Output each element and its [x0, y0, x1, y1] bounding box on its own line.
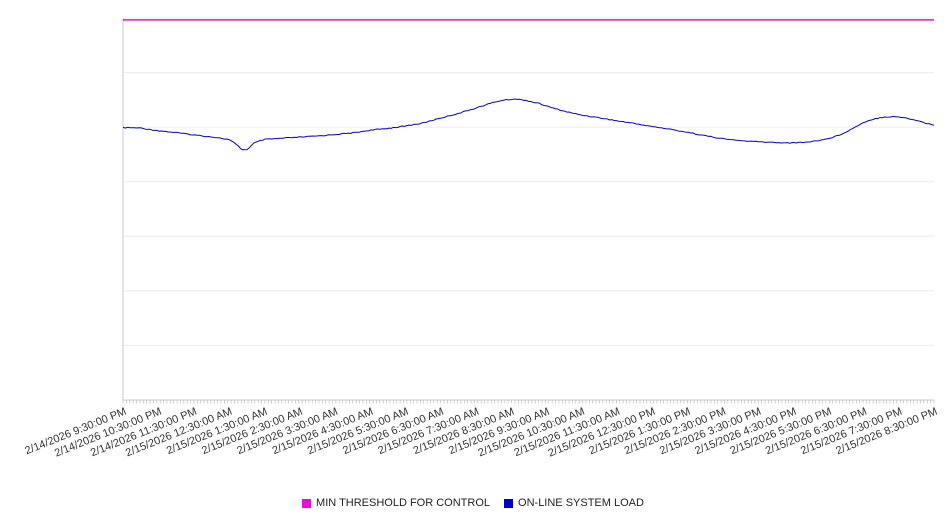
legend-item-min-threshold: MIN THRESHOLD FOR CONTROL [302, 497, 490, 509]
legend-item-system-load: ON-LINE SYSTEM LOAD [504, 497, 644, 509]
chart-legend: MIN THRESHOLD FOR CONTROL ON-LINE SYSTEM… [0, 497, 946, 509]
legend-swatch-load-icon [504, 498, 514, 508]
chart-plot-area: 2/14/2026 9:30:00 PM2/14/2026 10:30:00 P… [23, 17, 939, 460]
legend-label-min-threshold: MIN THRESHOLD FOR CONTROL [316, 497, 491, 509]
system-load-line [122, 98, 935, 151]
legend-label-system-load: ON-LINE SYSTEM LOAD [518, 497, 644, 509]
x-axis-labels: 2/14/2026 9:30:00 PM2/14/2026 10:30:00 P… [23, 406, 939, 460]
x-axis-minor-ticks [122, 400, 935, 404]
y-gridlines [123, 17, 934, 346]
legend-swatch-threshold-icon [302, 498, 312, 508]
axes [122, 18, 934, 401]
